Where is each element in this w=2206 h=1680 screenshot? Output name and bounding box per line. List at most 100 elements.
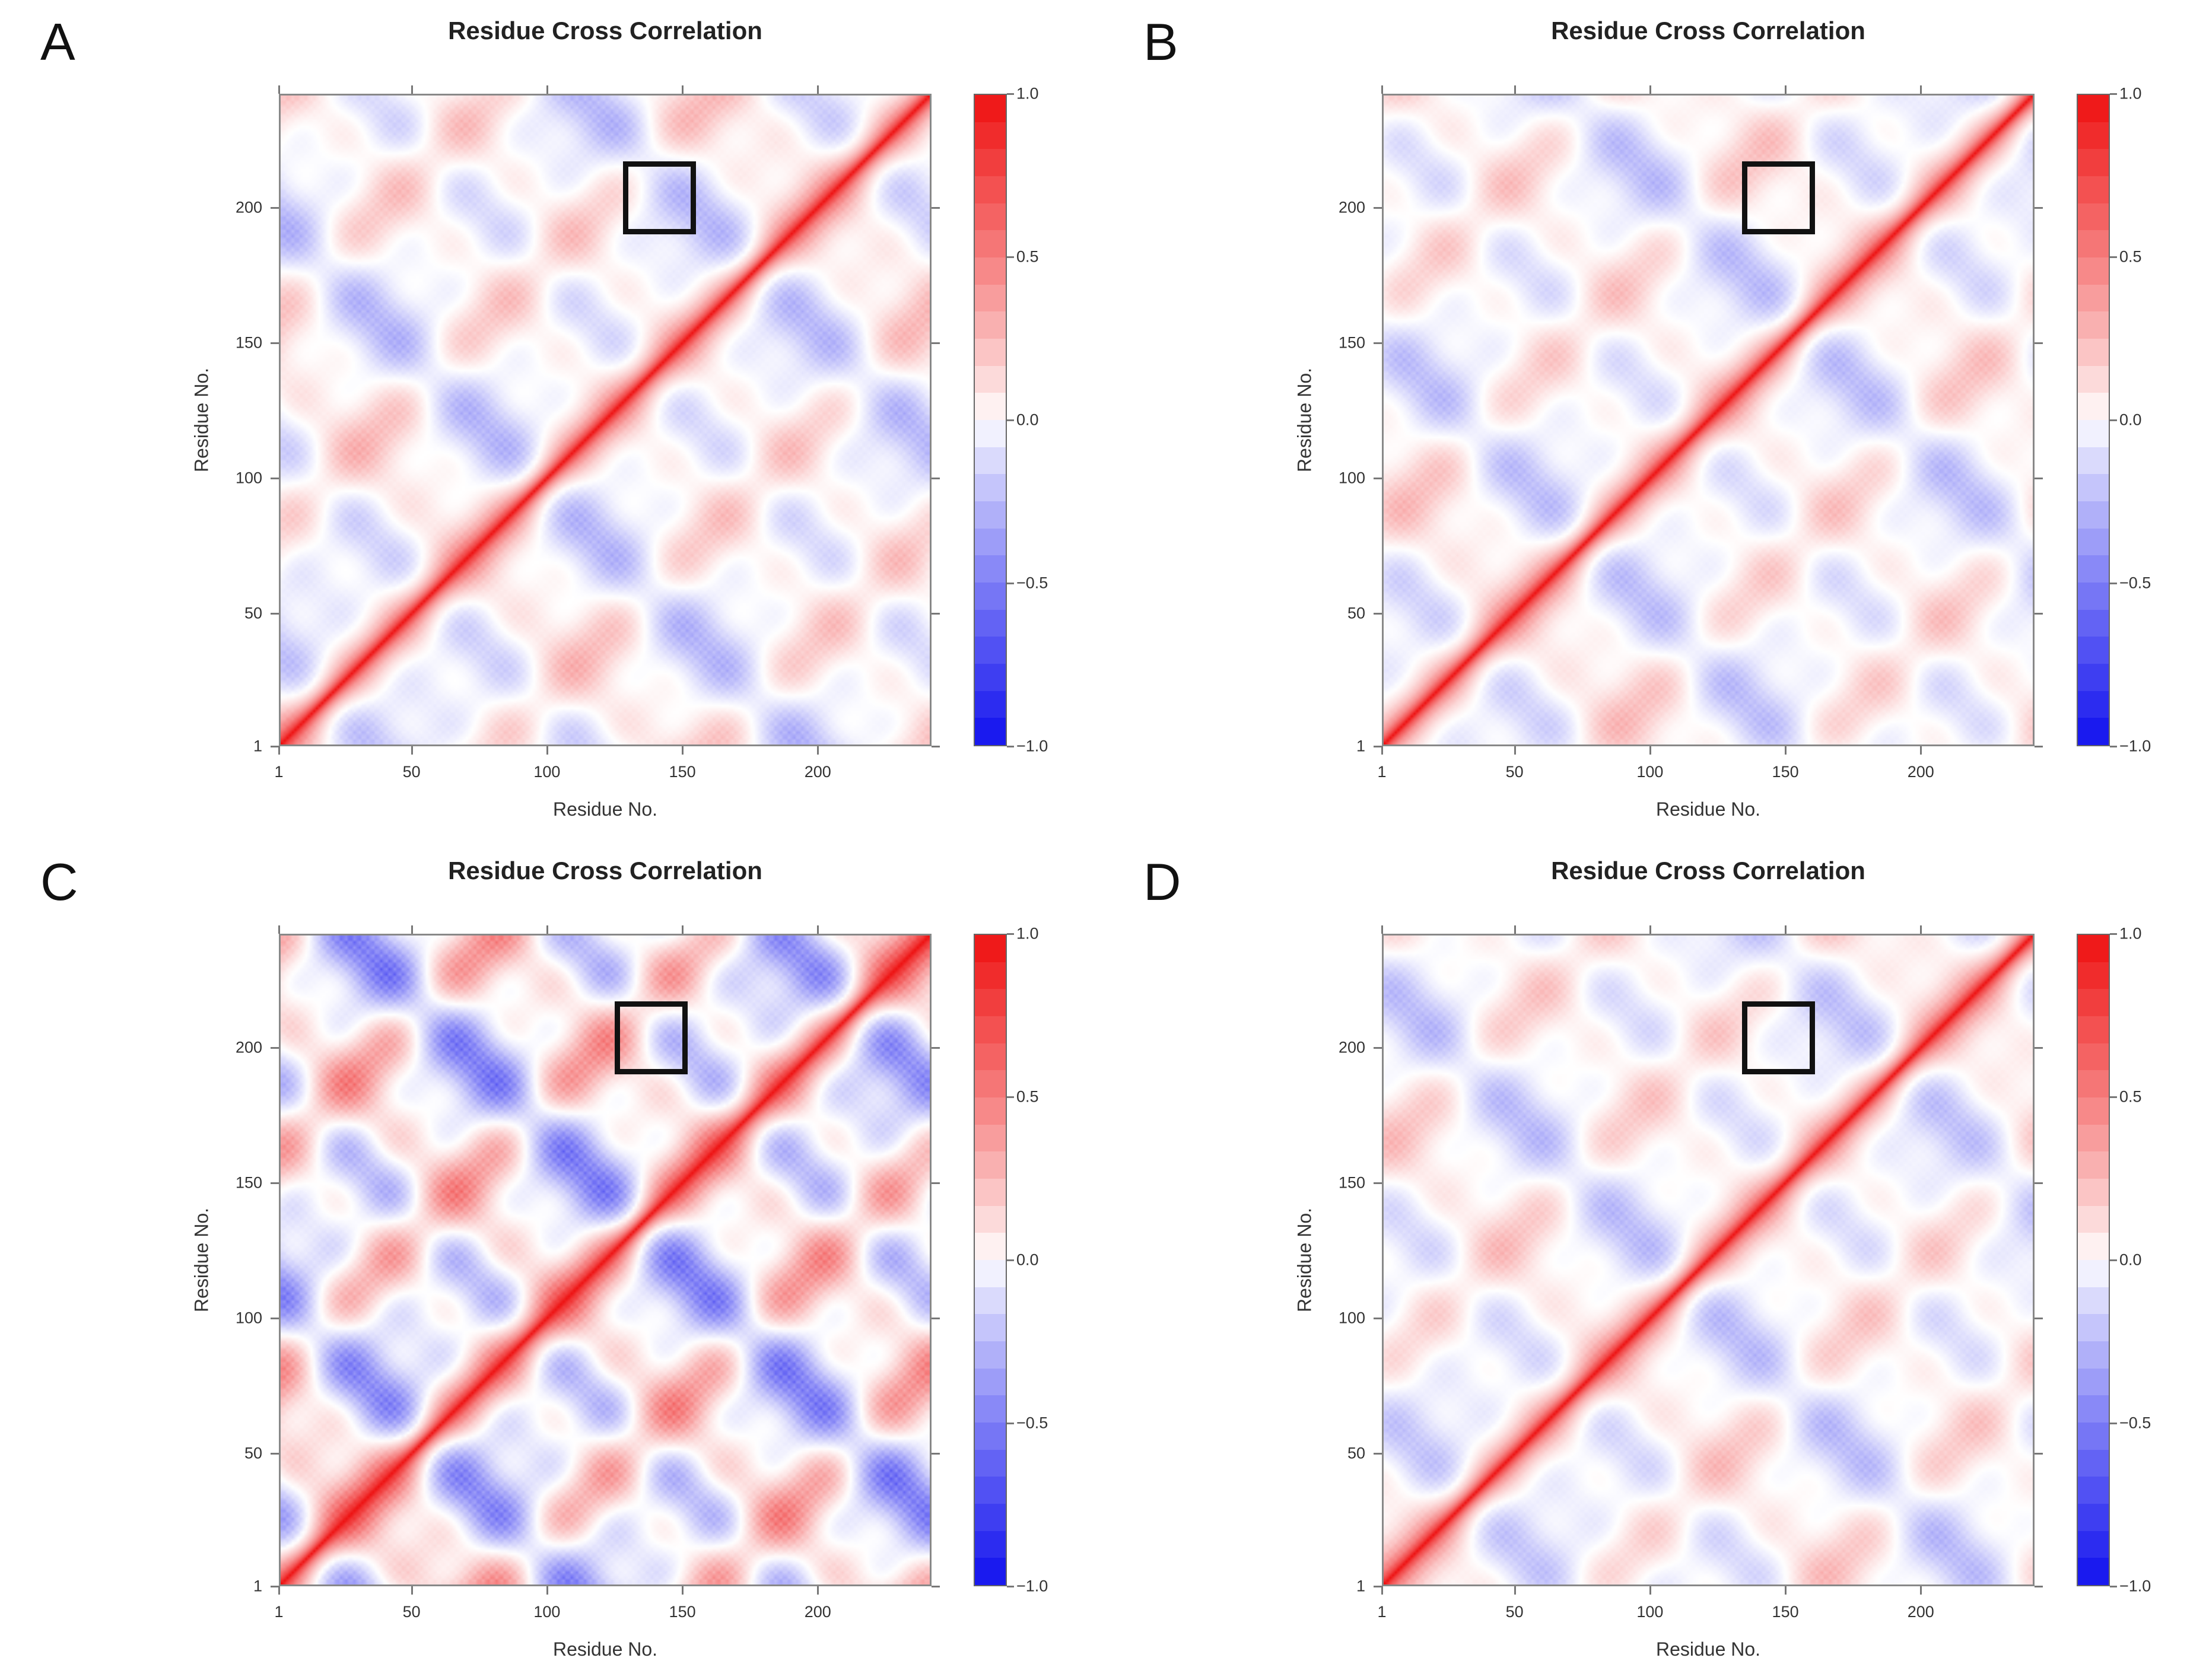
x-tick-label: 150 — [1772, 763, 1799, 781]
colorbar-segment — [975, 583, 1006, 610]
colorbar-segment — [2078, 1504, 2109, 1531]
y-tick-label: 150 — [235, 1173, 262, 1192]
x-tick-mark — [1649, 746, 1651, 755]
x-tick-label: 100 — [533, 1603, 561, 1621]
colorbar-tick-label: 1.0 — [2119, 84, 2142, 103]
colorbar-tick-label: −0.5 — [2119, 574, 2151, 592]
colorbar-tick-label: 0.5 — [2119, 1087, 2142, 1106]
y-tick-mark — [271, 1586, 279, 1587]
colorbar-segment — [975, 989, 1006, 1017]
colorbar-tick-label: −0.5 — [1016, 574, 1048, 592]
x-tick-mark — [411, 1586, 413, 1595]
colorbar-segment — [975, 1531, 1006, 1558]
colorbar-tick-label: −1.0 — [1016, 737, 1048, 755]
colorbar-segment — [2078, 447, 2109, 475]
y-tick-mark — [271, 613, 279, 615]
x-tick-mark — [1514, 746, 1516, 755]
y-tick-label: 50 — [244, 1444, 262, 1462]
x-tick-mark — [1381, 746, 1383, 755]
colorbar-segment — [2078, 1151, 2109, 1179]
colorbar-segment — [975, 1287, 1006, 1315]
x-tick-mark-top — [278, 85, 280, 94]
y-tick-mark-right — [2035, 1046, 2043, 1049]
colorbar-segment — [2078, 501, 2109, 529]
colorbar-tick-mark — [1007, 1096, 1014, 1098]
y-axis-label: Residue No. — [1293, 1207, 1315, 1313]
y-tick-label: 50 — [244, 604, 262, 622]
y-tick-mark-right — [2035, 1453, 2043, 1455]
colorbar-segment — [975, 95, 1006, 122]
x-tick-mark — [1649, 1586, 1651, 1595]
y-tick-mark — [271, 342, 279, 344]
colorbar-segment — [975, 149, 1006, 177]
colorbar-segment — [2078, 1179, 2109, 1206]
highlight-box — [614, 1001, 688, 1075]
colorbar-segment — [975, 1179, 1006, 1206]
heatmap-cells — [1384, 96, 2033, 744]
y-axis-label: Residue No. — [1293, 367, 1315, 473]
y-tick-label: 1 — [1356, 737, 1365, 755]
colorbar-segment — [975, 230, 1006, 258]
x-tick-mark — [278, 1586, 280, 1595]
x-tick-mark-top — [1514, 85, 1516, 94]
colorbar-segment — [2078, 284, 2109, 312]
colorbar-segment — [975, 528, 1006, 556]
colorbar-segment — [2078, 203, 2109, 231]
y-tick-mark-right — [932, 206, 940, 209]
colorbar-segment — [2078, 1449, 2109, 1477]
x-tick-mark — [1920, 1586, 1922, 1595]
colorbar-tick-mark — [2110, 419, 2117, 421]
colorbar-segment — [975, 637, 1006, 664]
y-tick-label: 100 — [235, 469, 262, 487]
colorbar-segment — [2078, 555, 2109, 583]
colorbar-tick-label: 0.5 — [2119, 247, 2142, 266]
y-tick-mark-right — [2035, 342, 2043, 344]
x-tick-mark-top — [1785, 925, 1787, 934]
colorbar-segment — [975, 1314, 1006, 1342]
colorbar-segment — [2078, 474, 2109, 502]
colorbar-segment — [975, 691, 1006, 718]
y-tick-mark — [1374, 1046, 1382, 1049]
chart-title: Residue Cross Correlation — [1551, 17, 1865, 44]
heatmap-cells — [1384, 936, 2033, 1584]
chart-title: Residue Cross Correlation — [448, 17, 762, 44]
colorbar-segment — [2078, 95, 2109, 122]
y-tick-label: 100 — [1338, 1309, 1365, 1327]
x-tick-mark — [1514, 1586, 1516, 1595]
colorbar-segment — [975, 1477, 1006, 1504]
colorbar-segment — [975, 311, 1006, 339]
y-tick-mark-right — [932, 1182, 940, 1184]
colorbar-segment — [975, 1423, 1006, 1450]
x-axis-label: Residue No. — [1655, 1638, 1761, 1660]
panel-letter: A — [40, 12, 75, 71]
colorbar-segment — [2078, 528, 2109, 556]
colorbar-segment — [2078, 1395, 2109, 1423]
y-tick-mark — [271, 1182, 279, 1184]
highlight-box — [1742, 161, 1816, 235]
y-tick-mark-right — [2035, 478, 2043, 480]
x-tick-mark-top — [278, 925, 280, 934]
y-tick-mark — [1374, 613, 1382, 615]
y-tick-mark-right — [932, 613, 940, 615]
colorbar-segment — [2078, 1287, 2109, 1315]
colorbar-segment — [975, 1395, 1006, 1423]
y-tick-mark-right — [932, 1453, 940, 1455]
colorbar-segment — [975, 501, 1006, 529]
y-tick-label: 100 — [1338, 469, 1365, 487]
colorbar-tick-label: 0.5 — [1016, 247, 1039, 266]
x-tick-label: 1 — [274, 1603, 284, 1621]
colorbar-tick-mark — [2110, 1586, 2117, 1587]
colorbar-tick-label: −0.5 — [1016, 1414, 1048, 1432]
colorbar-segment — [2078, 1124, 2109, 1152]
colorbar-segment — [2078, 1097, 2109, 1125]
highlight-box — [622, 161, 696, 235]
heatmap-cells — [281, 96, 930, 744]
colorbar-tick-label: 0.5 — [1016, 1087, 1039, 1106]
colorbar-segment — [975, 1233, 1006, 1261]
x-tick-mark-top — [1920, 85, 1922, 94]
colorbar-segment — [975, 1260, 1006, 1287]
y-tick-label: 200 — [1338, 1038, 1365, 1057]
colorbar-tick-label: 1.0 — [2119, 924, 2142, 943]
colorbar-segment — [2078, 1016, 2109, 1043]
x-tick-mark — [1785, 1586, 1787, 1595]
